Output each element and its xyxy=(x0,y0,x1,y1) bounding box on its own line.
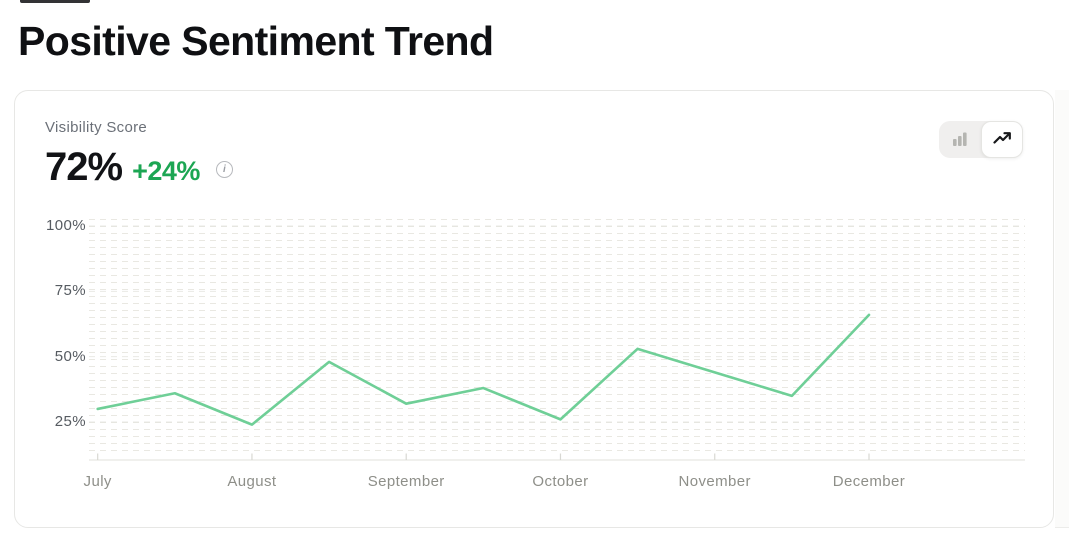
y-axis-label: 75% xyxy=(54,282,86,300)
visibility-score-card: Visibility Score 72% +24% i xyxy=(14,90,1054,528)
card-right-gap xyxy=(1055,90,1069,528)
x-axis-label: September xyxy=(367,473,445,490)
y-axis-label: 25% xyxy=(54,412,86,430)
metric-delta: +24% xyxy=(132,156,200,186)
line-chart-toggle-button[interactable] xyxy=(981,121,1023,158)
metric-block: Visibility Score 72% +24% i xyxy=(45,119,1023,190)
x-axis-label: July xyxy=(83,473,112,490)
metric-value: 72% xyxy=(45,145,123,189)
bar-chart-icon xyxy=(952,130,968,150)
y-axis-label: 50% xyxy=(54,347,86,365)
chart-type-toggle xyxy=(939,121,1023,158)
metric-label: Visibility Score xyxy=(45,119,148,136)
metric-row: 72% +24% i xyxy=(45,145,1023,190)
trending-up-icon xyxy=(992,130,1012,149)
y-axis-label: 100% xyxy=(46,217,86,234)
info-circle-icon[interactable]: i xyxy=(215,161,233,178)
x-axis-label: October xyxy=(532,473,589,490)
chart-grid-pattern xyxy=(89,213,1025,451)
page-title: Positive Sentiment Trend xyxy=(18,18,494,64)
x-axis-label: August xyxy=(227,473,277,490)
window-artifact-bar xyxy=(20,0,90,3)
x-axis-label: December xyxy=(832,473,906,490)
bar-chart-toggle-button[interactable] xyxy=(939,121,981,158)
card-header: Visibility Score 72% +24% i xyxy=(15,91,1053,190)
x-axis-label: November xyxy=(678,473,751,490)
